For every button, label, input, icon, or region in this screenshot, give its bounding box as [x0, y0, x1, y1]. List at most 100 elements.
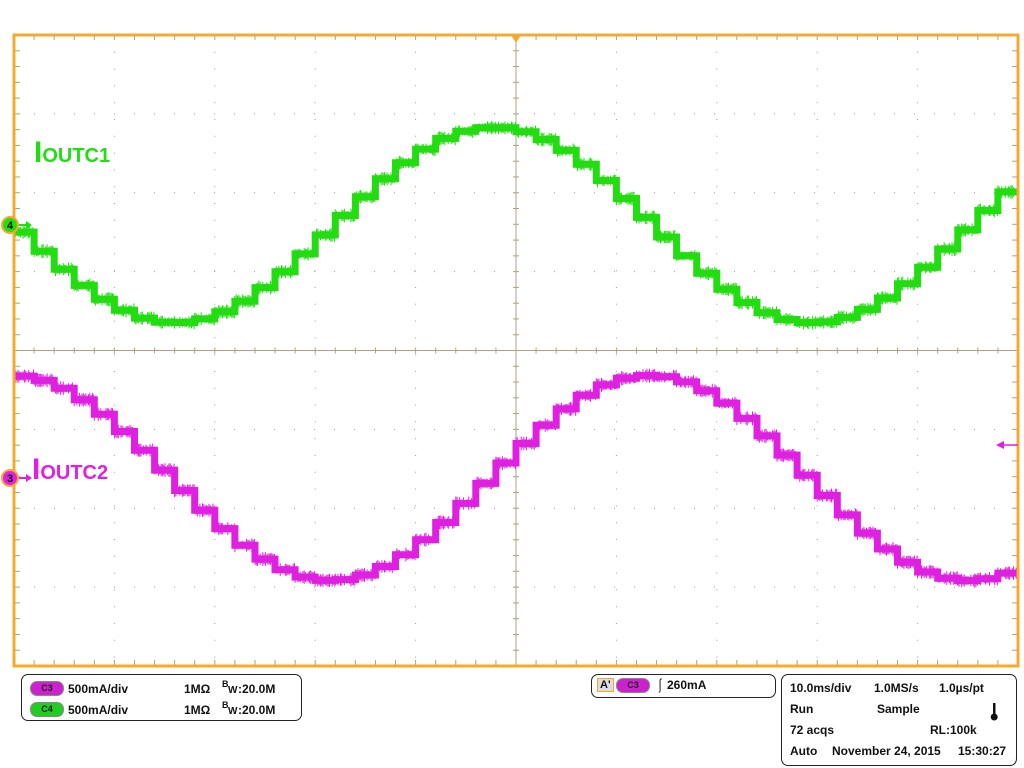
trace-step [917, 261, 938, 274]
date: November 24, 2015 [832, 744, 941, 758]
trace-step [856, 526, 878, 540]
trace-step [194, 503, 215, 517]
trace-step [354, 568, 376, 582]
bandwidth-value: :20.0M [238, 703, 276, 717]
trace-step [997, 566, 1018, 580]
trigger-level: 260mA [667, 678, 707, 692]
trace-step [595, 173, 617, 188]
trace-step [937, 242, 958, 256]
trace-step [274, 563, 295, 577]
trace-step [796, 468, 818, 482]
trace-step [134, 443, 155, 457]
label-sub: OUTC1 [42, 145, 111, 167]
trace-step [816, 315, 838, 329]
trace-step [395, 547, 416, 562]
trace-step [53, 381, 75, 396]
run-state: Run [790, 702, 814, 716]
resolution: 1.0µs/pt [939, 681, 984, 695]
trace-step [977, 572, 998, 586]
channel-impedance: 1MΩ [184, 682, 211, 696]
bandwidth-value: :20.0M [238, 682, 276, 696]
trigger-position-marker[interactable] [511, 35, 521, 43]
trace-step [575, 389, 597, 402]
trace-step [676, 375, 697, 389]
trace-step [856, 303, 878, 316]
trace-step [575, 157, 597, 172]
trace-step [455, 496, 476, 511]
trace-step [615, 371, 637, 386]
trace-step [134, 311, 155, 325]
trace-step [615, 191, 637, 206]
trace-step [154, 463, 175, 477]
bw-label-b: B [222, 679, 229, 689]
trace-step [495, 456, 516, 470]
trace-step [73, 278, 95, 293]
label-main: I [32, 453, 41, 486]
trace-step [334, 208, 356, 223]
trace-step [174, 315, 195, 330]
trace-ioutc2 [13, 368, 1018, 588]
bw-label-b: B [222, 700, 229, 710]
trace-step [816, 488, 838, 503]
bw-label-w: W [228, 706, 238, 717]
trace-step [435, 131, 456, 146]
trace-step [796, 315, 818, 330]
trace-step [475, 476, 496, 491]
trigger-mode-badge: A' [597, 678, 614, 692]
trace-step [495, 121, 516, 135]
trigger-readout[interactable]: A' C3 ⎰ 260mA [591, 674, 776, 698]
time: 15:30:27 [958, 744, 1007, 758]
trace-step [435, 515, 456, 530]
trace-step [194, 312, 215, 326]
channel-3-ground-marker[interactable]: 3 [1, 469, 32, 487]
trace-step [756, 429, 777, 443]
record-length: RL:100k [930, 723, 977, 737]
trace-step [395, 155, 416, 170]
thermometer-icon [990, 702, 998, 725]
trace-step [595, 378, 617, 392]
trace-step [937, 571, 958, 586]
trace-label-ioutc2: IOUTC2 [32, 453, 108, 487]
channel-4-badge[interactable]: C4 [30, 702, 64, 718]
trace-step [374, 559, 396, 574]
channel-3-badge[interactable]: C3 [30, 681, 64, 697]
trace-step [977, 203, 998, 218]
trace-step [455, 124, 476, 138]
acquisition-mode: Sample [877, 702, 920, 716]
trace-step [93, 407, 115, 421]
trace-step [897, 555, 918, 570]
trace-step [776, 312, 797, 327]
svg-text:3: 3 [7, 473, 13, 485]
trigger-source-badge[interactable]: C3 [616, 678, 650, 693]
trace-step [334, 572, 356, 587]
trigger-level-marker[interactable] [996, 441, 1018, 449]
trace-step [314, 228, 336, 242]
trace-step [656, 369, 677, 384]
channel-readout-panel[interactable]: C3 500mA/div 1MΩ B W :20.0M C4 500mA/div… [21, 674, 302, 721]
waveform-display: 4 3 [1, 33, 1020, 668]
trace-step [636, 368, 657, 383]
trace-step [636, 210, 657, 225]
trace-step [294, 247, 316, 261]
trace-step [917, 565, 938, 579]
trace-step [234, 294, 255, 309]
trace-step [535, 418, 557, 432]
channel-scale: 500mA/div [68, 703, 129, 717]
trace-step [957, 573, 978, 588]
trace-step [676, 250, 697, 262]
label-main: I [34, 136, 43, 169]
trigger-mode: Auto [790, 744, 818, 758]
trace-step [535, 132, 557, 147]
trace-step [696, 266, 717, 281]
trace-step [174, 483, 195, 498]
channel-4-readout[interactable]: C4 500mA/div 1MΩ B W :20.0M [30, 700, 275, 718]
trace-step [254, 280, 275, 295]
trace-step [716, 396, 737, 410]
channel-4-ground-marker[interactable]: 4 [1, 216, 32, 234]
acquisition-readout[interactable]: 10.0ms/div 1.0MS/s 1.0µs/pt Run Sample 7… [781, 674, 1017, 766]
channel-3-readout[interactable]: C3 500mA/div 1MΩ B W :20.0M [30, 679, 275, 697]
trace-step [897, 276, 918, 291]
trace-step [214, 522, 235, 536]
trace-step [656, 230, 677, 244]
trace-step [555, 143, 577, 158]
